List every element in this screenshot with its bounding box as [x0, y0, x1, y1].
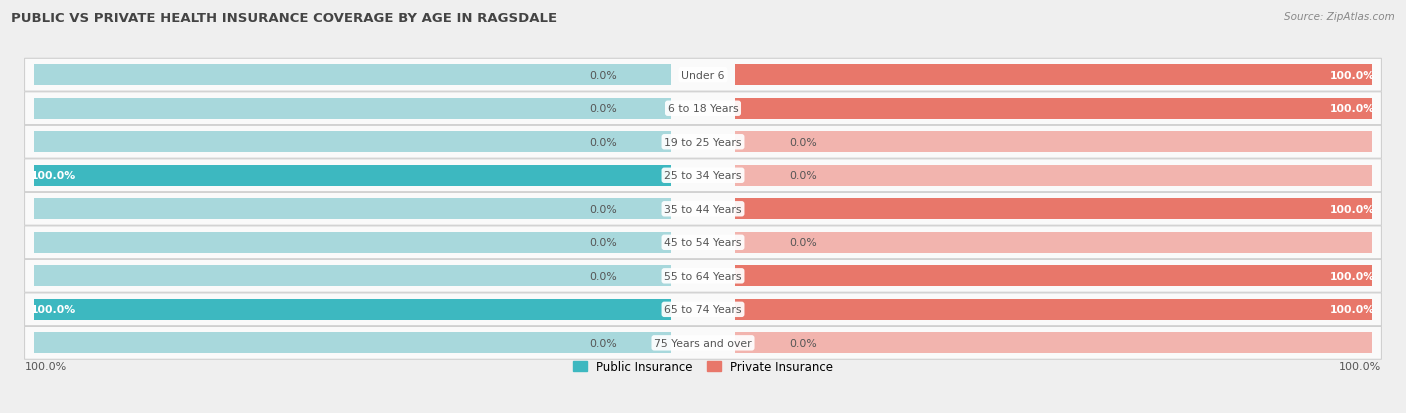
Bar: [34, 132, 671, 153]
Text: 0.0%: 0.0%: [789, 138, 817, 147]
Text: 19 to 25 Years: 19 to 25 Years: [664, 138, 742, 147]
Text: 0.0%: 0.0%: [589, 104, 617, 114]
Text: 0.0%: 0.0%: [789, 171, 817, 181]
Bar: [735, 233, 1372, 253]
Text: 100.0%: 100.0%: [1330, 305, 1375, 315]
Bar: [34, 199, 671, 220]
Text: 0.0%: 0.0%: [789, 238, 817, 248]
Text: 65 to 74 Years: 65 to 74 Years: [664, 305, 742, 315]
Text: 0.0%: 0.0%: [589, 271, 617, 281]
Text: 100.0%: 100.0%: [1339, 361, 1382, 371]
Bar: [735, 299, 1372, 320]
Legend: Public Insurance, Private Insurance: Public Insurance, Private Insurance: [572, 360, 834, 373]
FancyBboxPatch shape: [24, 126, 1382, 159]
Bar: [34, 65, 671, 86]
FancyBboxPatch shape: [24, 327, 1382, 359]
FancyBboxPatch shape: [24, 59, 1382, 92]
Bar: [34, 233, 671, 253]
Text: 35 to 44 Years: 35 to 44 Years: [664, 204, 742, 214]
Bar: [735, 299, 1372, 320]
Text: 100.0%: 100.0%: [1330, 104, 1375, 114]
Bar: [735, 65, 1372, 86]
Bar: [735, 199, 1372, 220]
Text: 25 to 34 Years: 25 to 34 Years: [664, 171, 742, 181]
Text: 100.0%: 100.0%: [1330, 271, 1375, 281]
Text: 45 to 54 Years: 45 to 54 Years: [664, 238, 742, 248]
Text: 75 Years and over: 75 Years and over: [654, 338, 752, 348]
Bar: [735, 99, 1372, 119]
Text: 55 to 64 Years: 55 to 64 Years: [664, 271, 742, 281]
Bar: [34, 332, 671, 354]
FancyBboxPatch shape: [24, 159, 1382, 192]
Text: 6 to 18 Years: 6 to 18 Years: [668, 104, 738, 114]
Text: 0.0%: 0.0%: [589, 238, 617, 248]
Bar: [735, 99, 1372, 119]
Text: 100.0%: 100.0%: [31, 305, 76, 315]
Bar: [34, 99, 671, 119]
Text: 0.0%: 0.0%: [589, 71, 617, 81]
Text: 100.0%: 100.0%: [31, 171, 76, 181]
Text: 100.0%: 100.0%: [24, 361, 67, 371]
Bar: [34, 299, 671, 320]
Text: PUBLIC VS PRIVATE HEALTH INSURANCE COVERAGE BY AGE IN RAGSDALE: PUBLIC VS PRIVATE HEALTH INSURANCE COVER…: [11, 12, 557, 25]
Bar: [34, 266, 671, 287]
Text: 0.0%: 0.0%: [589, 338, 617, 348]
Text: 0.0%: 0.0%: [589, 138, 617, 147]
Bar: [34, 299, 671, 320]
Bar: [34, 166, 671, 186]
Text: 0.0%: 0.0%: [789, 338, 817, 348]
FancyBboxPatch shape: [24, 260, 1382, 292]
Bar: [735, 266, 1372, 287]
FancyBboxPatch shape: [24, 293, 1382, 326]
Bar: [735, 199, 1372, 220]
Bar: [735, 266, 1372, 287]
Bar: [735, 65, 1372, 86]
Text: 0.0%: 0.0%: [589, 204, 617, 214]
Bar: [735, 132, 1372, 153]
FancyBboxPatch shape: [24, 226, 1382, 259]
FancyBboxPatch shape: [24, 193, 1382, 225]
Text: 100.0%: 100.0%: [1330, 71, 1375, 81]
Text: Under 6: Under 6: [682, 71, 724, 81]
Bar: [735, 332, 1372, 354]
Text: 100.0%: 100.0%: [1330, 204, 1375, 214]
Bar: [34, 166, 671, 186]
Bar: [735, 166, 1372, 186]
Text: Source: ZipAtlas.com: Source: ZipAtlas.com: [1284, 12, 1395, 22]
FancyBboxPatch shape: [24, 93, 1382, 126]
